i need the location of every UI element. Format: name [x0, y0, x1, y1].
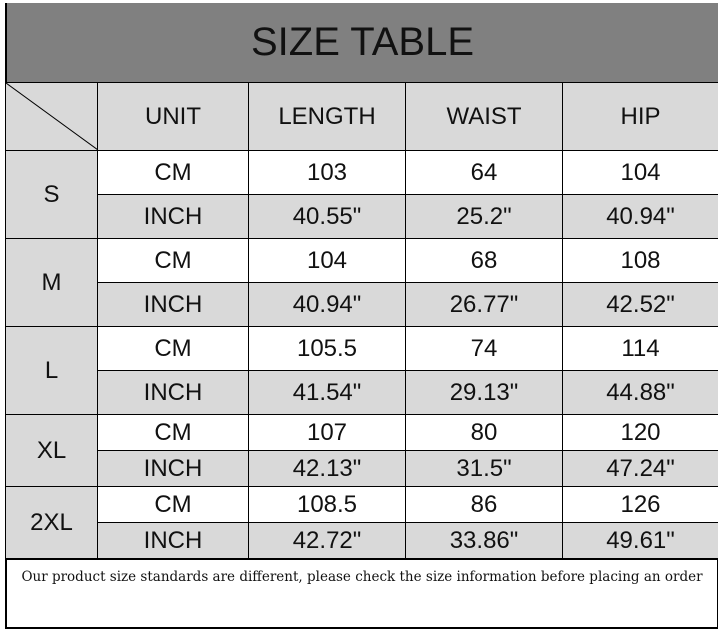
cell-unit: CM	[97, 486, 249, 523]
cell-hip: 120	[562, 414, 718, 451]
table-row-m-inch: INCH 40.94" 26.77" 42.52"	[6, 282, 718, 327]
table-row-m-cm: M CM 104 68 108	[5, 238, 718, 327]
cell-length: 40.94"	[248, 282, 406, 327]
cell-hip: 42.52"	[562, 282, 718, 327]
cell-unit: INCH	[97, 370, 249, 415]
cell-waist: 80	[405, 414, 563, 451]
size-label: L	[5, 326, 98, 415]
cell-waist: 25.2"	[405, 194, 563, 239]
cell-unit: CM	[97, 150, 249, 195]
size-table: UNIT LENGTH WAIST HIP S CM 103 64 104 INCH 40.…	[5, 82, 718, 559]
diagonal-corner-cell	[5, 82, 98, 151]
cell-waist: 64	[405, 150, 563, 195]
table-row-l-cm: L CM 105.5 74 114	[5, 326, 718, 415]
table-row-2xl-inch: INCH 42.72" 33.86" 49.61"	[6, 522, 718, 559]
table-row-2xl-cm: 2XL CM 108.5 86 126	[5, 486, 718, 559]
cell-length: 107	[248, 414, 406, 451]
cell-waist: 26.77"	[405, 282, 563, 327]
header-length: LENGTH	[248, 82, 406, 151]
cell-unit: CM	[97, 326, 249, 371]
cell-hip: 114	[562, 326, 718, 371]
cell-hip: 47.24"	[562, 450, 718, 487]
cell-length: 108.5	[248, 486, 406, 523]
cell-hip: 126	[562, 486, 718, 523]
size-label: 2XL	[5, 486, 98, 559]
cell-length: 41.54"	[248, 370, 406, 415]
cell-unit: CM	[97, 238, 249, 283]
header-row: UNIT LENGTH WAIST HIP	[5, 82, 718, 151]
cell-unit: INCH	[97, 522, 249, 559]
cell-length: 42.72"	[248, 522, 406, 559]
cell-waist: 31.5"	[405, 450, 563, 487]
table-row-s-cm: S CM 103 64 104	[5, 150, 718, 239]
cell-waist: 86	[405, 486, 563, 523]
table-title: SIZE TABLE	[5, 3, 718, 82]
cell-unit: INCH	[97, 194, 249, 239]
footer-note: Our product size standards are different…	[5, 559, 718, 629]
cell-unit: INCH	[97, 282, 249, 327]
cell-waist: 68	[405, 238, 563, 283]
cell-hip: 108	[562, 238, 718, 283]
cell-length: 40.55"	[248, 194, 406, 239]
header-hip: HIP	[562, 82, 718, 151]
cell-waist: 29.13"	[405, 370, 563, 415]
size-label: XL	[5, 414, 98, 487]
cell-waist: 33.86"	[405, 522, 563, 559]
cell-waist: 74	[405, 326, 563, 371]
size-table-container: SIZE TABLE UNIT LENGTH WAIST HIP S CM 103 6…	[5, 3, 718, 629]
cell-length: 104	[248, 238, 406, 283]
cell-length: 42.13"	[248, 450, 406, 487]
table-row-xl-cm: XL CM 107 80 120	[5, 414, 718, 487]
diagonal-line	[6, 83, 98, 150]
header-unit: UNIT	[97, 82, 249, 151]
header-waist: WAIST	[405, 82, 563, 151]
size-label: M	[5, 238, 98, 327]
cell-unit: INCH	[97, 450, 249, 487]
size-label: S	[5, 150, 98, 239]
table-row-l-inch: INCH 41.54" 29.13" 44.88"	[6, 370, 718, 415]
cell-length: 103	[248, 150, 406, 195]
cell-unit: CM	[97, 414, 249, 451]
cell-hip: 49.61"	[562, 522, 718, 559]
cell-hip: 104	[562, 150, 718, 195]
cell-hip: 44.88"	[562, 370, 718, 415]
table-row-xl-inch: INCH 42.13" 31.5" 47.24"	[6, 450, 718, 487]
cell-length: 105.5	[248, 326, 406, 371]
cell-hip: 40.94"	[562, 194, 718, 239]
table-row-s-inch: INCH 40.55" 25.2" 40.94"	[6, 194, 718, 239]
